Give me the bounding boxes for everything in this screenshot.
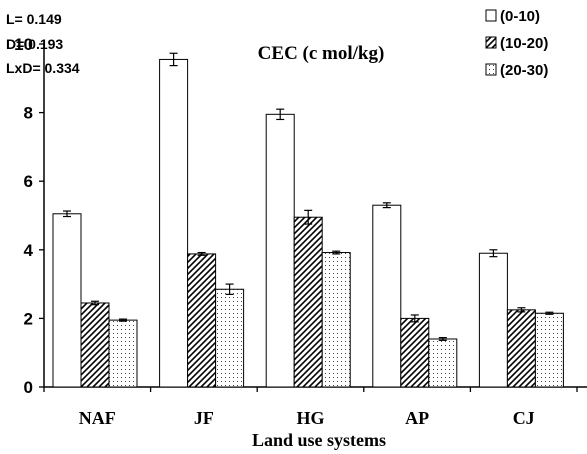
- error-bar: [545, 311, 554, 315]
- x-tick-label: JF: [194, 408, 214, 428]
- error-bar: [276, 108, 285, 121]
- y-tick-label: 10: [14, 35, 33, 54]
- bar-hg-series-2: [293, 216, 323, 388]
- error-bar: [169, 52, 178, 67]
- annotation-d: D= 0.193: [6, 36, 63, 52]
- legend-label: (0-10): [500, 8, 540, 25]
- x-tick-label: NAF: [79, 408, 116, 428]
- bar-cj-series-1: [478, 252, 508, 388]
- bars-group: [52, 58, 564, 388]
- error-bar: [119, 318, 127, 322]
- error-bar: [517, 307, 526, 313]
- error-bar: [197, 251, 206, 256]
- bar-naf-series-1: [52, 213, 82, 388]
- legend-swatch: [485, 36, 497, 49]
- y-tick-label: 0: [24, 378, 33, 397]
- bar-ap-series-2: [400, 317, 430, 388]
- error-bar: [332, 250, 341, 255]
- legend-swatch: [485, 63, 497, 76]
- error-bar: [382, 202, 391, 209]
- x-tick-label: HG: [296, 408, 324, 428]
- x-tick-labels: NAF JF HG AP CJ: [79, 408, 535, 428]
- error-bar: [91, 300, 99, 306]
- legend-label: (20-30): [500, 62, 548, 79]
- bar-hg-series-3: [321, 252, 351, 388]
- annotation-l: L= 0.149: [6, 11, 62, 27]
- y-tick-labels: 0 2 4 6 8 10: [14, 35, 33, 397]
- error-bar: [410, 314, 419, 323]
- error-bars-group: [63, 52, 554, 341]
- x-tick-label: CJ: [513, 408, 535, 428]
- error-bar: [438, 337, 447, 341]
- bar-cj-series-3: [534, 312, 564, 388]
- chart-title: CEC (c mol/kg): [258, 43, 385, 64]
- legend-label: (10-20): [500, 35, 548, 52]
- y-tick-label: 2: [24, 309, 33, 328]
- y-tick-label: 4: [24, 241, 34, 260]
- bar-naf-series-2: [80, 302, 110, 388]
- error-bar: [225, 283, 234, 295]
- bar-naf-series-3: [108, 319, 138, 388]
- bar-jf-series-2: [187, 253, 217, 388]
- legend-swatch: [485, 9, 497, 22]
- error-bar: [489, 249, 498, 258]
- bar-cj-series-2: [506, 309, 536, 388]
- bar-jf-series-1: [159, 58, 189, 388]
- bar-jf-series-3: [215, 288, 245, 388]
- y-tick-label: 8: [24, 104, 33, 123]
- legend: (0-10) (10-20) (20-30): [485, 8, 548, 79]
- bar-hg-series-1: [265, 113, 295, 388]
- error-bar: [63, 210, 71, 218]
- annotation-lxd: LxD= 0.334: [6, 60, 80, 76]
- x-axis-label: Land use systems: [252, 430, 386, 450]
- x-tick-label: AP: [405, 408, 429, 428]
- bar-ap-series-1: [372, 204, 402, 388]
- bar-ap-series-3: [428, 338, 458, 388]
- y-tick-label: 6: [24, 172, 33, 191]
- error-bar: [304, 209, 313, 225]
